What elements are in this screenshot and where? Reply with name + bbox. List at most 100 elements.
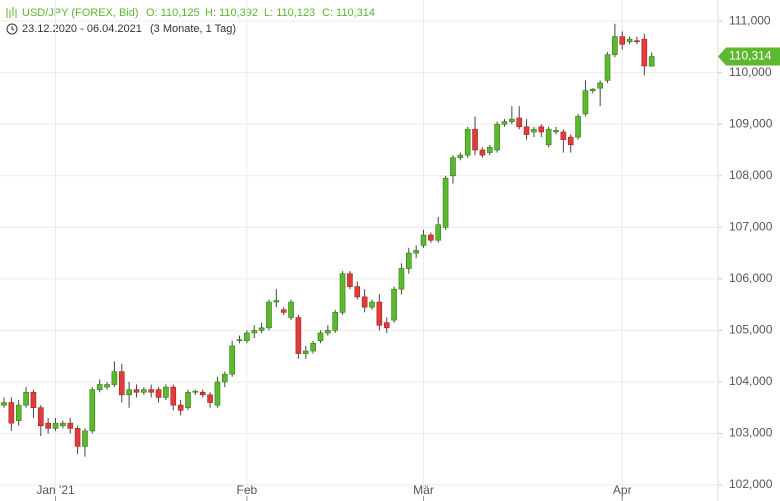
candle-body <box>450 157 456 177</box>
y-tick-label: 106,000 <box>729 271 773 285</box>
x-tick-label: Feb <box>237 483 258 497</box>
y-tick-label: 103,000 <box>729 426 773 440</box>
candle-body <box>155 389 162 398</box>
date-range: 23.12.2020 - 06.04.2021 <box>22 23 142 35</box>
y-tick-label: 108,000 <box>729 168 773 182</box>
candle-body <box>207 394 213 403</box>
candle-body <box>339 273 346 313</box>
candle-body <box>302 350 309 354</box>
candle-body <box>398 268 405 290</box>
candle-body <box>111 371 118 385</box>
candle-body <box>89 389 96 432</box>
candle-body <box>251 330 258 334</box>
x-tick-label: Apr <box>613 483 632 497</box>
candle-body <box>185 391 191 409</box>
candle-body <box>361 296 368 308</box>
candle-body <box>82 430 88 447</box>
x-tick-label: Mär <box>413 483 434 497</box>
candle-body <box>74 428 81 447</box>
candle-body <box>214 381 221 406</box>
last-price-tag <box>718 47 780 66</box>
instrument: USD/JPY (FOREX, Bid) <box>22 7 139 19</box>
candle-body <box>516 117 523 128</box>
candle-body <box>192 390 199 393</box>
candle-body <box>567 136 574 146</box>
y-tick-label: 105,000 <box>729 323 773 337</box>
candle-body <box>435 224 442 241</box>
candle-body <box>413 250 419 254</box>
candle-body <box>288 301 294 318</box>
candle-body <box>280 309 287 313</box>
candle-body <box>199 391 206 396</box>
candle-body <box>634 40 640 43</box>
candle-body <box>494 123 500 151</box>
candle-body <box>45 422 51 429</box>
candle-body <box>52 422 59 429</box>
candle-body <box>354 286 361 298</box>
candle-body <box>222 373 228 383</box>
candle-body <box>177 404 184 411</box>
y-tick-label: 102,000 <box>729 477 773 491</box>
candle-body <box>612 36 618 55</box>
high-value: H: 110,392 <box>205 7 258 19</box>
candle-body <box>582 90 589 115</box>
candle-body <box>266 301 272 329</box>
open-value: O: 110,125 <box>146 7 200 19</box>
candle-body <box>604 54 611 81</box>
candle-body <box>23 391 29 406</box>
candle-body <box>428 234 434 241</box>
candle-body <box>325 330 331 334</box>
candle-body <box>332 312 339 331</box>
candle-body <box>391 288 397 321</box>
candle-body <box>37 407 44 427</box>
candle-body <box>229 345 235 375</box>
candle-body <box>67 422 74 429</box>
candle-body <box>553 130 559 133</box>
candle-body <box>148 389 154 393</box>
candle-body <box>509 118 515 122</box>
close-value: C: 110,314 <box>322 7 375 19</box>
candle-body <box>273 300 280 303</box>
candle-body <box>376 301 383 326</box>
candle-body <box>104 384 110 388</box>
candle-body <box>141 389 147 393</box>
y-tick-label: 110,000 <box>729 65 772 79</box>
clock-icon <box>6 23 18 35</box>
candle-body <box>258 327 265 331</box>
candle-body <box>472 129 478 151</box>
candle-body <box>442 178 449 228</box>
candle-body <box>126 389 132 396</box>
candle-body <box>133 389 140 393</box>
candle-body <box>523 126 530 135</box>
y-tick-label: 111,000 <box>729 13 771 27</box>
candle-body <box>619 36 626 45</box>
candle-body <box>236 339 243 342</box>
x-tick-label: Jan '21 <box>36 483 75 497</box>
candle-body <box>531 129 537 133</box>
candle-body <box>641 38 648 67</box>
candle-body <box>30 391 37 409</box>
candle-body <box>545 129 552 146</box>
candle-body <box>589 88 596 92</box>
candle-body <box>295 317 302 354</box>
y-tick-label: 104,000 <box>729 374 773 388</box>
candle-body <box>383 322 390 329</box>
candle-body <box>464 129 471 156</box>
candle-body <box>538 126 545 133</box>
candle-body <box>575 116 581 138</box>
candle-body <box>626 38 633 43</box>
low-value: L: 110,123 <box>264 7 315 19</box>
candle-body <box>15 404 22 421</box>
candle-body <box>405 252 412 269</box>
candle-body <box>1 402 7 406</box>
candle-body <box>8 402 15 424</box>
candle-body <box>310 342 316 352</box>
period: (3 Monate, 1 Tag) <box>150 23 236 35</box>
candle-body <box>648 56 655 67</box>
candle-body <box>420 234 427 246</box>
candle-body <box>170 386 177 406</box>
y-tick-label: 109,000 <box>729 116 773 130</box>
candle-body <box>457 154 464 159</box>
header-icon <box>6 7 17 18</box>
